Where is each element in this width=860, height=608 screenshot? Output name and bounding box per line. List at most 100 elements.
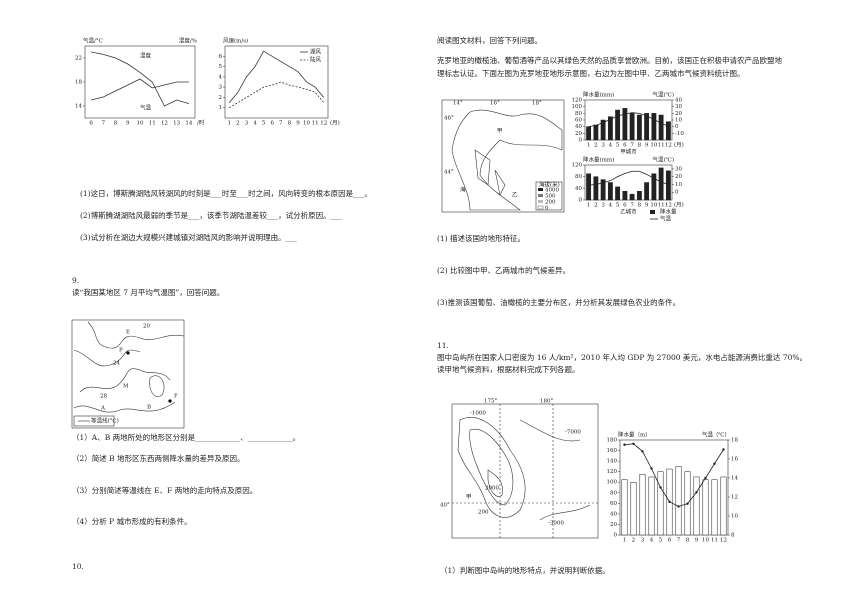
x-tick-label: 7 bbox=[279, 121, 283, 127]
x-tick-label: 10 bbox=[702, 538, 709, 544]
x-tick-label: 4 bbox=[650, 538, 654, 544]
y-axis-title: 降水量(mm) bbox=[583, 156, 614, 164]
bar bbox=[651, 173, 657, 201]
x-tick-label: 8 bbox=[638, 203, 642, 209]
y2-tick-label: 8 bbox=[731, 533, 735, 539]
map-label: -3000 bbox=[548, 521, 564, 527]
y2-axis-title: 气温(℃) bbox=[653, 91, 674, 99]
question: （1）判断图中岛屿的地形特点，并说明判断依据。 bbox=[440, 565, 610, 575]
question: (1) 描述该国的地形特征。 bbox=[437, 233, 525, 243]
question-number: 9. bbox=[72, 276, 79, 285]
x-tick-label: 8 bbox=[114, 121, 118, 127]
bar bbox=[630, 481, 637, 536]
bar bbox=[665, 170, 671, 201]
x-tick-label: 14 bbox=[185, 121, 192, 127]
plot-frame bbox=[584, 164, 673, 201]
y-tick-label: 40 bbox=[610, 511, 617, 517]
bar bbox=[665, 121, 671, 141]
line bbox=[624, 443, 724, 507]
point bbox=[623, 443, 626, 446]
point bbox=[641, 450, 644, 453]
x-tick-label: 1 bbox=[228, 121, 232, 127]
y-tick-label: 180 bbox=[607, 438, 618, 444]
bar bbox=[675, 466, 682, 536]
y-tick-label: 80 bbox=[575, 111, 582, 117]
map-label: 14° bbox=[453, 101, 463, 107]
x-tick-label: 12 bbox=[720, 538, 727, 544]
y-tick-label: 40 bbox=[575, 124, 582, 130]
chart-caption: 乙城市 bbox=[620, 208, 637, 216]
y-tick-label: 60 bbox=[575, 118, 582, 124]
y-tick-label: 60 bbox=[610, 501, 617, 507]
bar bbox=[607, 182, 613, 201]
map-label: 16° bbox=[490, 101, 500, 107]
x-tick-label: 10 bbox=[303, 121, 310, 127]
bar bbox=[639, 474, 646, 536]
line bbox=[588, 170, 669, 186]
question: (2) 比较图中甲、乙两城市的气候差异。 bbox=[437, 265, 570, 275]
map-label: 24 bbox=[113, 361, 120, 367]
y-tick-label: 18 bbox=[75, 80, 82, 86]
x-tick-label: 12 bbox=[320, 121, 327, 127]
map-label: A bbox=[100, 406, 106, 412]
x-tick-label: 11 bbox=[149, 121, 156, 127]
y2-tick-label: 20 bbox=[675, 111, 682, 117]
x-tick-label: 6 bbox=[89, 121, 93, 127]
point bbox=[722, 448, 725, 451]
point bbox=[713, 462, 716, 465]
question-number: 10. bbox=[72, 562, 84, 571]
legend-label: 湖风 bbox=[310, 48, 322, 56]
paragraph-line: 理标志认证。下面左图为克罗地亚地形示意图，右边为左图中甲、乙两城市气候资料统计图… bbox=[437, 68, 745, 78]
question: （3）分别简述等温线在 E、F 两地的走向特点及原因。 bbox=[72, 485, 257, 495]
map-label: B bbox=[147, 405, 151, 411]
map-label: 甲 bbox=[466, 494, 472, 501]
map-label: 175° bbox=[484, 399, 497, 405]
map-label: 乙 bbox=[512, 192, 518, 199]
bar bbox=[644, 182, 650, 201]
y-tick-label: 80 bbox=[575, 174, 582, 180]
x-tick-label: 1 bbox=[587, 143, 591, 149]
x-tick-label: 11 bbox=[711, 538, 718, 544]
legend-label: 气温 bbox=[660, 215, 672, 223]
chart-caption: 甲城市 bbox=[620, 148, 637, 156]
x-tick-label: 9 bbox=[645, 143, 649, 149]
map-label: 46° bbox=[444, 116, 454, 122]
x-tick-label: 12 bbox=[665, 143, 672, 149]
y-tick-label: 5 bbox=[219, 64, 223, 70]
series-label: 湿度 bbox=[140, 52, 152, 60]
bar bbox=[600, 119, 606, 141]
x-tick-label: 9 bbox=[126, 121, 130, 127]
x-axis-unit: /时 bbox=[197, 119, 205, 127]
y-tick-label: 6 bbox=[219, 54, 223, 60]
y-tick-label: 0 bbox=[579, 198, 583, 204]
y2-axis-title: 湿度/% bbox=[179, 37, 197, 45]
map-label: 180° bbox=[540, 399, 553, 405]
prompt: 阅读图文材料，回答下列问题。 bbox=[437, 35, 542, 45]
y-tick-label: 120 bbox=[572, 98, 583, 104]
y2-tick-label: 16 bbox=[731, 457, 738, 463]
map-legend: 海拔(米) bbox=[539, 181, 560, 189]
x-axis-unit: (月) bbox=[674, 202, 684, 209]
map-label: 200 bbox=[478, 510, 489, 516]
x-tick-label: 2 bbox=[594, 143, 598, 149]
y-tick-label: 0 bbox=[614, 533, 618, 539]
y-tick-label: 20 bbox=[575, 131, 582, 137]
x-tick-label: 10 bbox=[137, 121, 144, 127]
y2-tick-label: 10 bbox=[675, 118, 682, 124]
x-tick-label: 4 bbox=[609, 203, 613, 209]
bar bbox=[658, 114, 664, 141]
x-tick-label: 6 bbox=[270, 121, 274, 127]
y-axis-title: 降水量（m） bbox=[618, 431, 651, 439]
y2-axis-title: 气温（℃） bbox=[702, 431, 730, 439]
point bbox=[650, 467, 653, 470]
question: （4）分析 P 城市形成的有利条件。 bbox=[72, 516, 192, 526]
bar bbox=[615, 186, 621, 201]
question: （2）简述 B 地形区东西两侧降水量的差异及原因。 bbox=[72, 453, 245, 463]
plot-frame bbox=[619, 439, 729, 536]
x-tick-label: 2 bbox=[632, 538, 636, 544]
y-tick-label: 20 bbox=[610, 522, 617, 528]
x-tick-label: 10 bbox=[650, 203, 657, 209]
y2-tick-label: 10 bbox=[731, 514, 738, 520]
x-tick-label: 12 bbox=[161, 121, 168, 127]
